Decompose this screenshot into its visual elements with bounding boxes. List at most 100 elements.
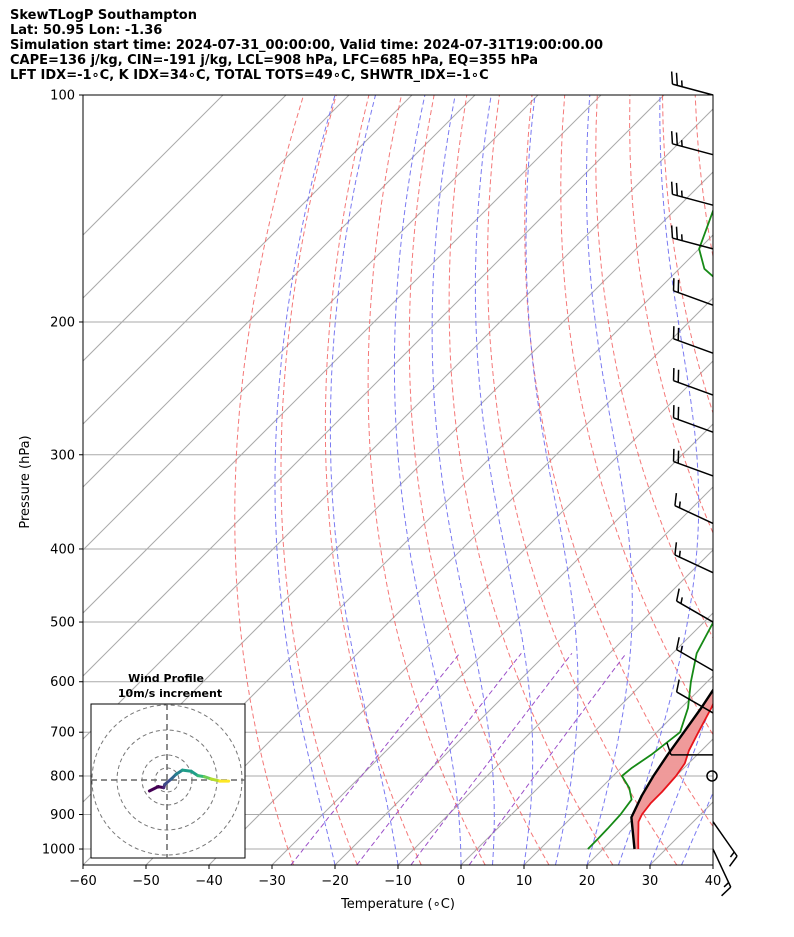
hodograph-segment: [147, 785, 160, 793]
isotherm-line: [83, 95, 413, 425]
dry-adiabat-line: [662, 95, 713, 415]
cin-area: [778, 126, 794, 141]
wind-barb-flag: [670, 225, 674, 239]
wind-barb-flag: [670, 131, 674, 144]
dry-adiabat-line: [760, 95, 794, 865]
cin-area: [775, 111, 794, 126]
wind-barb-flag: [675, 182, 679, 196]
cin-area: [750, 629, 758, 632]
wind-barb: [676, 648, 714, 672]
wind-barb-flag: [721, 886, 732, 897]
dry-adiabat-line: [560, 95, 713, 736]
calm-wind-circle: [706, 770, 718, 782]
cin-area: [746, 635, 753, 638]
dry-adiabat-line: [448, 95, 614, 865]
cin-area: [780, 561, 794, 565]
y-tick-label: 900: [50, 808, 75, 823]
cin-area: [787, 545, 794, 549]
wind-barb: [673, 460, 714, 477]
cin-area: [734, 656, 739, 659]
wind-barb: [672, 143, 714, 156]
isotherm-line: [83, 95, 476, 488]
dry-adiabat-line: [487, 95, 678, 865]
cin-area: [719, 679, 726, 682]
wind-barb-half: [680, 645, 683, 653]
wind-barb-flag: [674, 542, 678, 555]
dry-adiabat-line: [728, 95, 794, 865]
wind-barb: [673, 379, 714, 396]
inset-title: Wind Profile: [128, 672, 204, 685]
dewpoint-line: [587, 208, 713, 850]
wind-barb: [712, 848, 732, 888]
isotherm-line: [83, 95, 287, 299]
moist-adiabat-line: [681, 791, 713, 865]
cin-area: [785, 155, 794, 168]
wind-barb-flag: [666, 742, 672, 756]
wind-barb: [676, 600, 714, 623]
y-tick-label: 200: [50, 315, 75, 330]
cin-area: [654, 771, 680, 775]
y-tick-label: 500: [50, 616, 75, 631]
cin-area: [712, 689, 713, 691]
moist-adiabat-line: [586, 95, 633, 865]
isotherm-line: [145, 297, 713, 865]
moist-adiabat-line: [525, 95, 579, 865]
cin-area: [717, 682, 724, 685]
cin-area: [730, 662, 735, 665]
moist-adiabat-line: [274, 95, 336, 865]
cin-area: [732, 659, 737, 662]
x-axis-label: Temperature (∘C): [340, 897, 455, 912]
moist-adiabat-line: [649, 697, 713, 865]
cin-area: [790, 532, 794, 536]
dry-adiabat-line: [234, 95, 305, 865]
wind-barb: [673, 338, 714, 354]
moist-adiabat-line: [393, 95, 462, 865]
cin-area: [788, 541, 794, 545]
dry-adiabat-line: [367, 95, 486, 865]
cin-area: [662, 758, 687, 762]
isotherm-line: [712, 864, 713, 865]
x-tick-label: −50: [132, 874, 159, 889]
cin-area: [751, 625, 760, 628]
cin-area: [783, 553, 794, 557]
wind-barb: [712, 821, 738, 857]
y-tick-label: 800: [50, 769, 75, 784]
temperature-line: [637, 702, 713, 850]
cin-area: [736, 653, 741, 656]
cin-area: [661, 761, 686, 764]
cin-area: [770, 588, 788, 592]
isotherm-line: [83, 95, 224, 236]
cin-area: [743, 641, 749, 644]
cin-area: [771, 95, 794, 111]
wind-barb-half: [729, 851, 735, 858]
y-tick-label: 600: [50, 675, 75, 690]
hodograph-segment: [209, 777, 222, 783]
wind-barb: [674, 554, 714, 574]
cape-line: CAPE=136 j/kg, CIN=-191 j/kg, LCL=908 hP…: [10, 53, 538, 68]
wind-barb-flag: [675, 226, 679, 240]
x-tick-label: 20: [579, 874, 596, 889]
cin-area: [768, 591, 785, 595]
cin-area: [755, 619, 765, 622]
wind-barb-flag: [670, 71, 674, 85]
cin-area: [782, 141, 794, 155]
wind-barb: [672, 193, 714, 206]
x-tick-label: −40: [195, 874, 222, 889]
wind-barb: [673, 417, 714, 433]
cin-area: [652, 773, 679, 777]
cin-area: [757, 615, 768, 618]
cin-area: [776, 573, 794, 577]
cin-area: [668, 750, 690, 753]
y-tick-label: 700: [50, 726, 75, 741]
cin-area: [738, 650, 743, 653]
y-tick-label: 400: [50, 542, 75, 557]
isotherm-line: [523, 675, 713, 865]
cin-area: [760, 609, 773, 612]
moist-adiabat-line: [431, 95, 495, 865]
location-line: Lat: 50.95 Lon: -1.36: [10, 23, 163, 38]
inset-subtitle: 10m/s increment: [118, 687, 222, 700]
cin-area: [758, 612, 770, 615]
moist-adiabat-line: [329, 95, 399, 865]
cin-area: [763, 602, 777, 605]
wind-barb: [672, 237, 714, 250]
